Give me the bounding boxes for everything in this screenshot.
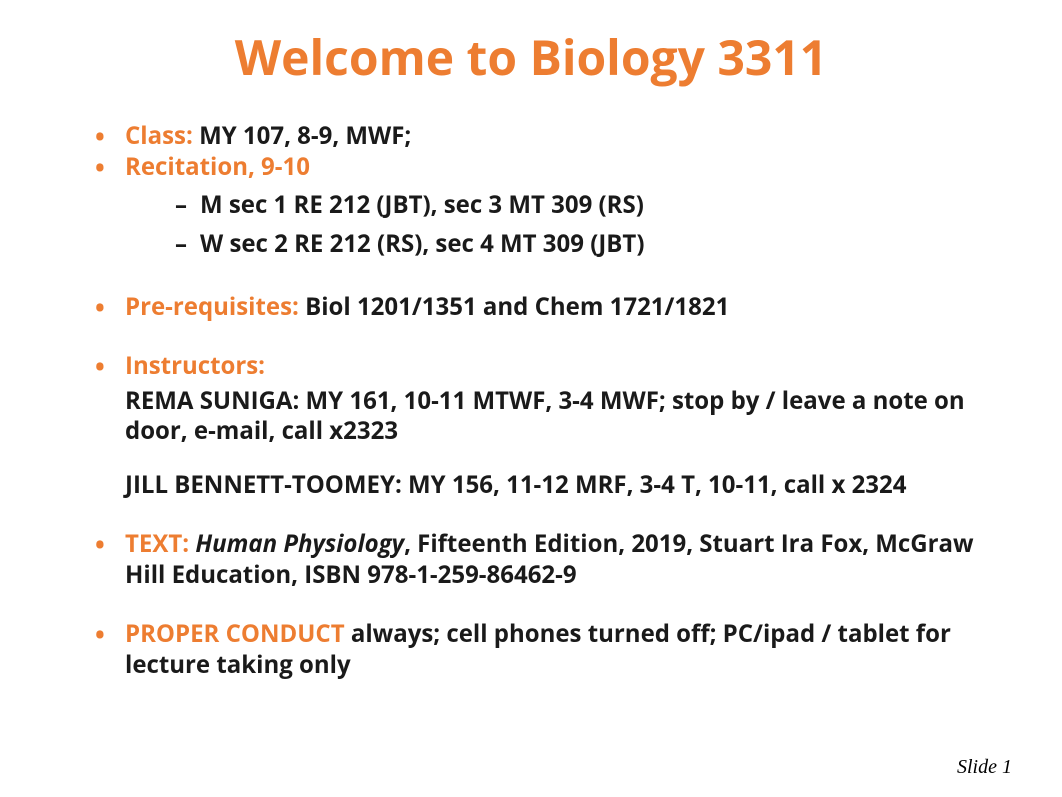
instructors-label: Instructors: (125, 349, 265, 382)
recitation-sublist: M sec 1 RE 212 (JBT), sec 3 MT 309 (RS) … (125, 186, 1002, 263)
class-item: Class: MY 107, 8-9, MWF; (100, 120, 1002, 151)
class-value: MY 107, 8-9, MWF; (193, 119, 411, 152)
slide-number: Slide 1 (957, 756, 1012, 779)
recitation-sub-1: M sec 1 RE 212 (JBT), sec 3 MT 309 (RS) (175, 186, 1002, 224)
instructor-1: REMA SUNIGA: MY 161, 10-11 MTWF, 3-4 MWF… (125, 386, 1002, 446)
content-list: Class: MY 107, 8-9, MWF; Recitation, 9-1… (60, 120, 1002, 680)
prereq-label: Pre-requisites: (125, 290, 299, 323)
prereq-value: Biol 1201/1351 and Chem 1721/1821 (299, 290, 729, 323)
recitation-label: Recitation, 9-10 (125, 150, 310, 183)
instructor-2: JILL BENNETT-TOOMEY: MY 156, 11-12 MRF, … (125, 470, 1002, 500)
conduct-item: PROPER CONDUCT always; cell phones turne… (100, 618, 1002, 680)
class-label: Class: (125, 119, 193, 152)
text-item: TEXT: Human Physiology, Fifteenth Editio… (100, 528, 1002, 590)
recitation-sub-2: W sec 2 RE 212 (RS), sec 4 MT 309 (JBT) (175, 225, 1002, 263)
instructors-item: Instructors: REMA SUNIGA: MY 161, 10-11 … (100, 350, 1002, 499)
conduct-label: PROPER CONDUCT (125, 617, 345, 650)
text-label: TEXT: (125, 527, 189, 560)
slide-title: Welcome to Biology 3311 (60, 25, 1002, 90)
recitation-item: Recitation, 9-10 M sec 1 RE 212 (JBT), s… (100, 151, 1002, 263)
prereq-item: Pre-requisites: Biol 1201/1351 and Chem … (100, 291, 1002, 322)
textbook-title: Human Physiology (195, 527, 404, 560)
